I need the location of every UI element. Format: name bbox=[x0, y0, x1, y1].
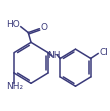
Text: O: O bbox=[40, 23, 47, 32]
Text: Cl: Cl bbox=[99, 48, 108, 57]
Text: NH₂: NH₂ bbox=[7, 82, 24, 91]
Text: HO: HO bbox=[6, 20, 20, 29]
Text: NH: NH bbox=[47, 51, 61, 60]
